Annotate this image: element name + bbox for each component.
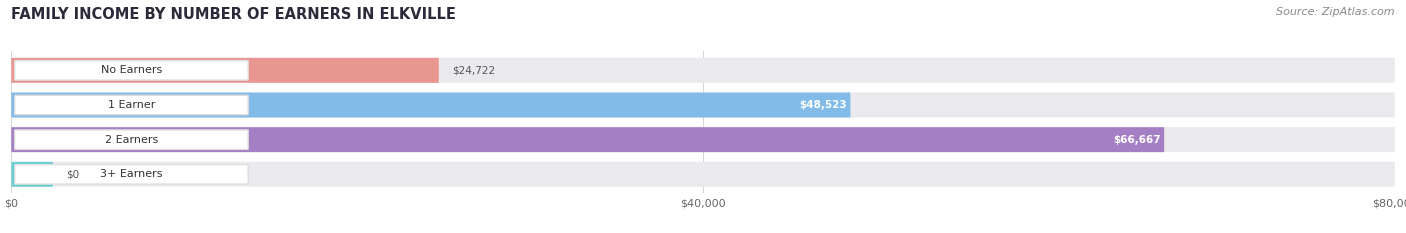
FancyBboxPatch shape [11, 162, 1395, 187]
FancyBboxPatch shape [14, 164, 249, 184]
Text: No Earners: No Earners [101, 65, 162, 75]
Text: FAMILY INCOME BY NUMBER OF EARNERS IN ELKVILLE: FAMILY INCOME BY NUMBER OF EARNERS IN EL… [11, 7, 456, 22]
FancyBboxPatch shape [11, 93, 1395, 117]
Text: 1 Earner: 1 Earner [108, 100, 155, 110]
Text: $66,667: $66,667 [1114, 135, 1161, 145]
Text: 2 Earners: 2 Earners [105, 135, 157, 145]
FancyBboxPatch shape [11, 162, 53, 187]
Text: $48,523: $48,523 [800, 100, 846, 110]
Text: $0: $0 [66, 169, 80, 179]
FancyBboxPatch shape [14, 130, 249, 149]
FancyBboxPatch shape [11, 58, 1395, 83]
FancyBboxPatch shape [11, 58, 439, 83]
FancyBboxPatch shape [11, 127, 1164, 152]
FancyBboxPatch shape [14, 95, 249, 115]
Text: Source: ZipAtlas.com: Source: ZipAtlas.com [1277, 7, 1395, 17]
Text: 3+ Earners: 3+ Earners [100, 169, 163, 179]
FancyBboxPatch shape [11, 93, 851, 117]
FancyBboxPatch shape [14, 61, 249, 80]
FancyBboxPatch shape [11, 127, 1395, 152]
Text: $24,722: $24,722 [453, 65, 496, 75]
